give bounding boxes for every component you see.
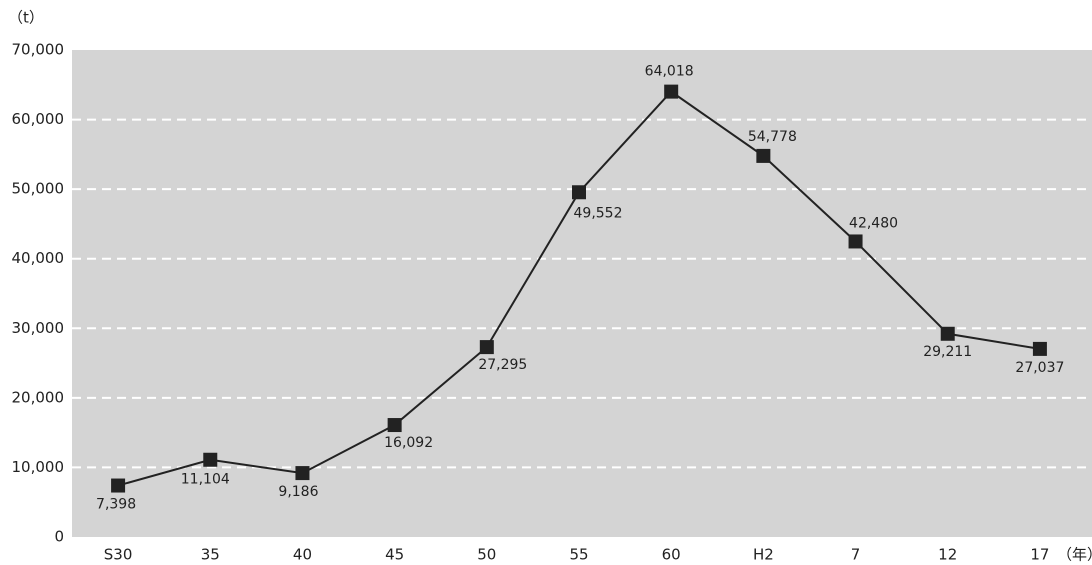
marker — [1032, 341, 1047, 356]
x-tick-label: 35 — [201, 546, 220, 564]
marker — [111, 478, 126, 493]
marker — [940, 326, 955, 341]
value-label: 27,295 — [478, 357, 527, 373]
y-tick-label: 50,000 — [12, 180, 65, 198]
plot-area — [72, 50, 1092, 537]
x-tick-label: 7 — [851, 546, 861, 564]
x-tick-label: 55 — [569, 546, 588, 564]
y-tick-label: 40,000 — [12, 249, 65, 267]
y-tick-label: 30,000 — [12, 319, 65, 337]
x-tick-label: 60 — [662, 546, 681, 564]
y-axis-label: （t） — [8, 9, 44, 27]
marker — [664, 84, 679, 99]
value-label: 49,552 — [574, 205, 623, 221]
marker — [295, 466, 310, 481]
x-tick-label: 45 — [385, 546, 404, 564]
y-tick-label: 10,000 — [12, 458, 65, 476]
x-tick-label: 40 — [293, 546, 312, 564]
value-label: 29,211 — [923, 344, 972, 360]
value-label: 42,480 — [849, 215, 898, 231]
value-label: 27,037 — [1015, 360, 1064, 376]
value-label: 54,778 — [748, 129, 797, 145]
y-tick-label: 70,000 — [12, 41, 65, 59]
x-tick-label: H2 — [753, 546, 774, 564]
y-tick-label: 0 — [54, 528, 64, 546]
marker — [848, 234, 863, 249]
marker — [756, 148, 771, 163]
x-tick-label: 50 — [477, 546, 496, 564]
marker — [387, 418, 402, 433]
value-label: 9,186 — [278, 484, 318, 500]
value-label: 11,104 — [181, 472, 230, 488]
value-label: 16,092 — [384, 435, 433, 451]
marker — [203, 452, 218, 467]
marker — [572, 185, 586, 200]
x-axis-label: （年） — [1057, 546, 1092, 564]
x-tick-label: 12 — [938, 546, 957, 564]
x-tick-label: 17 — [1030, 546, 1049, 564]
marker — [479, 340, 494, 355]
y-tick-label: 60,000 — [12, 110, 65, 128]
x-tick-label: S30 — [104, 546, 133, 564]
value-label: 7,398 — [96, 497, 136, 513]
value-label: 64,018 — [645, 64, 694, 80]
y-tick-label: 20,000 — [12, 388, 65, 406]
